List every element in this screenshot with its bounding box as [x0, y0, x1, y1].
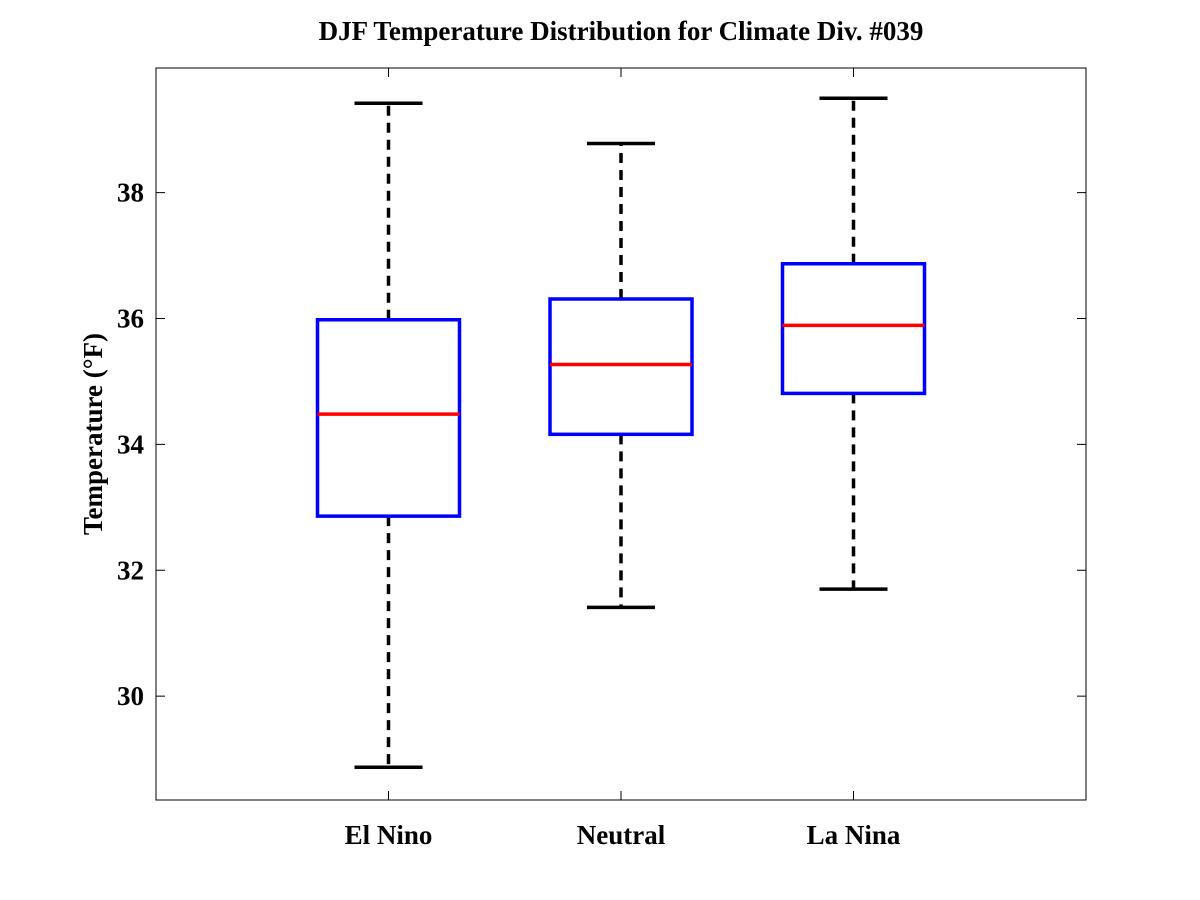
iqr-box: [315, 318, 462, 518]
iqr-box: [548, 297, 694, 437]
y-tick-label: 30: [117, 681, 144, 711]
y-tick-label: 34: [117, 429, 144, 459]
x-tick-label: Neutral: [577, 820, 666, 850]
x-tick-label: La Nina: [807, 820, 901, 850]
plot-area: 30 32 34 36 38 El Nino Neutral La Nina: [117, 67, 1087, 850]
chart-title: DJF Temperature Distribution for Climate…: [319, 16, 924, 46]
x-tick-label: El Nino: [345, 820, 433, 850]
y-tick-label: 38: [117, 178, 144, 208]
y-axis-label: Temperature (°F): [78, 333, 108, 535]
iqr-box: [780, 261, 927, 396]
y-tick-label: 36: [117, 304, 144, 334]
y-tick-label: 32: [117, 555, 144, 585]
